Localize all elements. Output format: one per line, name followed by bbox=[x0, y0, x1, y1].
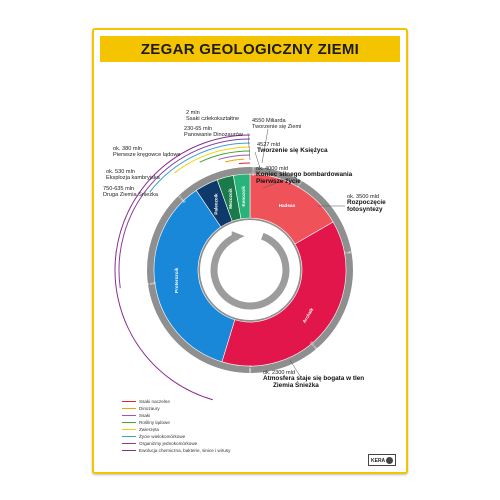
annotation-land-vertebrates-date: ok. 380 mln bbox=[113, 146, 142, 152]
annotation-photosynthesis-date: ok. 3500 mld bbox=[347, 194, 380, 200]
annotation-snowball-label: Ziemia Śnieżka bbox=[273, 381, 319, 389]
evolution-arc bbox=[224, 158, 245, 163]
annotation-moon-date: 4527 mld bbox=[257, 142, 281, 148]
legend: Ssaki naczelne Dinozaury Ssaki Rośliny lądo… bbox=[122, 398, 230, 454]
ring-tick-label: 1 mld bbox=[147, 281, 156, 286]
arrow-head-icon bbox=[231, 231, 245, 243]
annotation-photosynthesis: ok. 3500 mld Rozpoczęcie fotosyntezy bbox=[347, 194, 386, 213]
legend-swatch bbox=[122, 443, 136, 444]
logo-text: KERA bbox=[371, 458, 386, 464]
publisher-logo: KERA bbox=[368, 454, 396, 466]
annotation-land-vertebrates: ok. 380 mln Pierwsze kręgowce lądowe bbox=[113, 146, 180, 159]
poster: ZEGAR GEOLOGICZNY ZIEMI bbox=[92, 28, 408, 474]
eon-label: Mezozoik bbox=[228, 188, 233, 209]
legend-item: Zwierzęta bbox=[122, 426, 230, 433]
poster-title: ZEGAR GEOLOGICZNY ZIEMI bbox=[140, 41, 360, 58]
legend-label: Dinozaury bbox=[139, 406, 160, 411]
eon-label: Proterozoik bbox=[174, 267, 179, 293]
annotation-moon-label: Tworzenie się Księżyca bbox=[257, 147, 328, 155]
eon-label: Paleozoik bbox=[214, 193, 219, 215]
annotation-cambrian-label: Eksplozja kambryjska bbox=[106, 175, 160, 182]
ring-tick-label: 3 mld bbox=[344, 250, 353, 255]
annotation-leader-line bbox=[261, 128, 269, 164]
eon-label: Kenozoik bbox=[241, 186, 246, 207]
annotation-primates-date: 2 mln bbox=[186, 110, 200, 116]
annotation-moon: 4527 mld Tworzenie się Księżyca bbox=[257, 142, 328, 155]
legend-swatch bbox=[122, 422, 136, 423]
eon-sector bbox=[232, 173, 251, 220]
legend-label: Organizmy jednokomórkowe bbox=[139, 441, 198, 446]
legend-label: Rośliny lądowe bbox=[139, 420, 170, 425]
ring-tick-label: 4 mld bbox=[296, 179, 304, 188]
annotation-bombardment-label: Koniec silnego bombardowania bbox=[256, 171, 353, 179]
logo-mark-icon bbox=[386, 457, 393, 464]
legend-label: Życie wielokomórkowe bbox=[139, 434, 186, 439]
legend-label: Ssaki naczelne bbox=[139, 399, 170, 404]
annotation-leader-line bbox=[247, 132, 251, 161]
annotation-cambrian-date: ok. 530 mln bbox=[106, 169, 135, 175]
annotation-leader-line bbox=[262, 177, 291, 189]
legend-item: Dinozaury bbox=[122, 405, 230, 412]
annotation-earth-formation: 4550 Miliarda Tworzenie się Ziemi bbox=[252, 118, 301, 131]
evolution-arc bbox=[149, 142, 251, 193]
legend-swatch bbox=[122, 401, 136, 402]
legend-swatch bbox=[122, 429, 136, 430]
eon-label: Hadean bbox=[279, 203, 296, 208]
annotation-dinosaurs: 230-65 mln Panowanie Dinozaurów bbox=[184, 126, 243, 139]
title-bar: ZEGAR GEOLOGICZNY ZIEMI bbox=[100, 36, 400, 62]
legend-label: Zwierzęta bbox=[139, 427, 159, 432]
annotation-leader-line bbox=[289, 359, 301, 377]
annotation-first-life-label: Pierwsze życie bbox=[256, 177, 301, 185]
evolution-arc bbox=[218, 154, 251, 160]
legend-swatch bbox=[122, 450, 136, 451]
legend-label: Ssaki bbox=[139, 413, 151, 418]
legend-item: Ewolucja chemiczna, bakterie, sinice i w… bbox=[122, 447, 230, 454]
legend-item: Ssaki naczelne bbox=[122, 398, 230, 405]
evolution-arc bbox=[118, 138, 251, 289]
annotation-earth-formation-date: 4550 Miliarda bbox=[252, 118, 286, 124]
annotation-snowball-2-label: Druga Ziemia Śnieżka bbox=[103, 192, 159, 199]
ring-tick-label: 0,5 mld bbox=[176, 193, 187, 204]
annotation-photosynthesis-label-2: fotosyntezy bbox=[347, 205, 383, 213]
eon-sector bbox=[153, 189, 236, 363]
legend-item: Rośliny lądowe bbox=[122, 419, 230, 426]
legend-item: Życie wielokomórkowe bbox=[122, 433, 230, 440]
ring-tick-label: 4,6 mld bbox=[251, 165, 255, 176]
annotation-primates: 2 mln Ssaki człekokształtne bbox=[186, 110, 239, 123]
annotation-dinosaurs-label: Panowanie Dinozaurów bbox=[184, 132, 243, 139]
annotation-photosynthesis-label: Rozpoczęcie bbox=[347, 199, 386, 207]
annotation-snowball-2: 750-635 mln Druga Ziemia Śnieżka bbox=[103, 186, 158, 199]
annotation-oxygen-label: Atmosfera staje się bogata w tlen bbox=[263, 375, 365, 383]
evolution-arc bbox=[199, 150, 251, 163]
annotation-land-vertebrates-label: Pierwsze kręgowce lądowe bbox=[113, 152, 181, 159]
legend-swatch bbox=[122, 436, 136, 437]
legend-item: Organizmy jednokomórkowe bbox=[122, 440, 230, 447]
evolution-arc bbox=[114, 134, 251, 401]
legend-swatch bbox=[122, 408, 136, 409]
annotation-earth-formation-label: Tworzenie się Ziemi bbox=[252, 124, 302, 131]
annotation-bombardment-date: ok. 4000 mld bbox=[256, 166, 289, 172]
eon-sector bbox=[221, 221, 347, 367]
annotation-primates-label: Ssaki człekokształtne bbox=[186, 116, 240, 123]
annotation-snowball-2-date: 750-635 mln bbox=[103, 186, 135, 192]
annotation-leader-line bbox=[254, 151, 261, 169]
annotation-cambrian: ok. 530 mln Eksplozja kambryjska bbox=[106, 169, 160, 182]
evolution-arc bbox=[173, 146, 251, 174]
annotation-dinosaurs-date: 230-65 mln bbox=[184, 126, 212, 132]
evolution-arc bbox=[238, 162, 251, 165]
legend-swatch bbox=[122, 415, 136, 416]
ring-tick-label: 2,5 mld bbox=[309, 341, 319, 352]
rotation-arrow-icon bbox=[210, 232, 290, 310]
ring-tick-label: 2 mld bbox=[248, 365, 252, 373]
legend-item: Ssaki bbox=[122, 412, 230, 419]
annotation-bombardment: ok. 4000 mld Koniec silnego bombardowani… bbox=[256, 166, 352, 185]
annotation-oxygen: ok. 2300 mld Atmosfera staje się bogata … bbox=[263, 370, 364, 389]
legend-label: Ewolucja chemiczna, bakterie, sinice i w… bbox=[139, 448, 231, 453]
annotation-oxygen-date: ok. 2300 mld bbox=[263, 370, 296, 376]
